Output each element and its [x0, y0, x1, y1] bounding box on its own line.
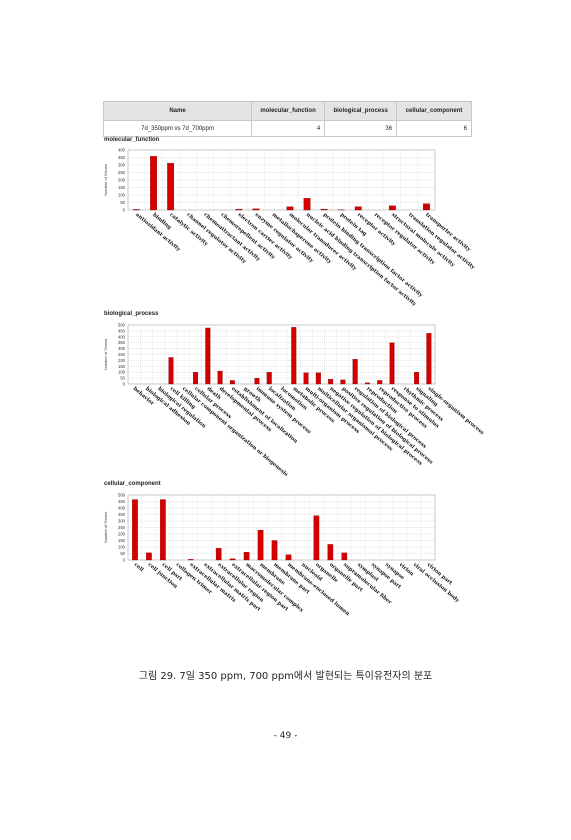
y-tick-label: 150	[118, 185, 126, 190]
bar-multi-organism-process	[303, 372, 309, 385]
header-biological-process: biological_process	[324, 101, 398, 121]
bar-binding	[150, 156, 157, 211]
y-tick-label: 100	[118, 193, 126, 198]
header-name: Name	[103, 101, 252, 121]
bar-cellular-process	[193, 372, 199, 385]
y-tick-label: 200	[118, 532, 126, 537]
x-tick-label: translation regulator activity	[407, 212, 476, 271]
header-molecular-function: molecular_function	[250, 101, 326, 121]
x-tick-label: cell	[133, 562, 145, 573]
y-tick-label: 0	[123, 382, 126, 387]
bar-antioxidant-activity	[133, 209, 140, 211]
bar-enzyme-regulator-activity	[252, 208, 260, 211]
bar-cell-junction	[146, 552, 152, 561]
bar-establishment-of-localization	[229, 380, 235, 385]
y-tick-label: 300	[118, 163, 126, 168]
y-tick-label: 450	[118, 499, 126, 504]
y-tick-label: 50	[120, 551, 125, 556]
y-tick-label: 350	[118, 155, 126, 160]
cell-biological-process: 36	[324, 120, 398, 137]
y-tick-label: 100	[118, 545, 126, 550]
bar-nucleic-acid-binding-transcription-factor-activity	[303, 198, 311, 211]
y-tick-label: 300	[118, 346, 126, 351]
y-tick-label: 350	[118, 512, 126, 517]
bar-catalytic-activity	[167, 163, 175, 211]
bar-signaling	[414, 372, 420, 385]
bar-cell	[132, 499, 138, 561]
header-cellular-component: cellular_component	[396, 101, 472, 121]
bar-extracellular-region-part	[229, 558, 236, 561]
bar-single-organism-process	[426, 333, 432, 385]
y-tick-label: 250	[118, 525, 126, 530]
y-tick-label: 50	[120, 200, 125, 205]
y-tick-label: 250	[118, 352, 126, 357]
y-tick-label: 400	[118, 506, 126, 511]
bar-multicellular-organismal-process	[315, 372, 321, 385]
y-tick-label: 300	[118, 519, 126, 524]
cell-cellular-component: 6	[396, 120, 472, 137]
chart-title-biological-process: biological_process	[104, 311, 159, 317]
cell-molecular-function: 4	[250, 120, 326, 137]
bar-molecular-transducer-activity	[286, 206, 294, 211]
chart-title-molecular-function: molecular_function	[104, 137, 160, 143]
bar-transporter-activity	[423, 203, 430, 211]
bar-reproductive-process	[377, 380, 383, 385]
y-tick-label: 500	[118, 323, 126, 328]
y-tick-label: 400	[118, 148, 126, 153]
bar-regulation-of-biological-process	[352, 359, 358, 385]
bar-electron-carrier-activity	[235, 208, 243, 211]
y-tick-label: 400	[118, 334, 126, 339]
cell-name: 7d_350ppm vs 7d_700ppm	[103, 120, 252, 137]
bar-organelle	[313, 515, 320, 561]
bar-developmental-process	[217, 370, 223, 385]
bar-cell-part	[160, 499, 166, 561]
bar-extracellular-matrix	[187, 559, 194, 561]
y-tick-label: 450	[118, 328, 126, 333]
chart-title-cellular-component: cellular_component	[104, 481, 161, 487]
y-tick-label: 200	[118, 358, 126, 363]
bar-organelle-part	[327, 544, 334, 561]
y-tick-label: 200	[118, 178, 126, 183]
bar-supramolecular-fiber	[341, 552, 348, 561]
figure-caption: 그림 29. 7일 350 ppm, 700 ppm에서 발현되는 특이유전자의…	[138, 671, 433, 682]
y-tick-label: 0	[123, 208, 126, 213]
y-tick-label: 100	[118, 370, 126, 375]
y-axis-label: Number of Genes	[103, 164, 108, 196]
y-tick-label: 150	[118, 364, 126, 369]
bar-membrane	[257, 529, 264, 561]
y-tick-label: 0	[123, 558, 126, 563]
summary-header-row: Name molecular_function biological_proce…	[103, 101, 472, 121]
bar-membrane-part	[271, 540, 278, 561]
bar-cell-killing	[168, 357, 174, 385]
bar-localization	[266, 372, 272, 385]
bar-structural-molecule-activity	[388, 205, 396, 211]
summary-data-row: 7d_350ppm vs 7d_700ppm 4 36 6	[103, 120, 472, 137]
bar-macromolecular-complex	[243, 552, 250, 561]
chart-biological-process: Number of Genes 0501001502002503003504004…	[103, 323, 485, 478]
y-tick-label: 250	[118, 170, 126, 175]
bar-response-to-stimulus	[389, 342, 395, 385]
bar-extracellular-region	[215, 548, 222, 561]
bar-reproduction	[364, 382, 370, 385]
y-tick-label: 150	[118, 538, 126, 543]
y-axis-label: Number of Genes	[103, 512, 108, 544]
chart-molecular-function: Number of Genes050100150200250300350400a…	[103, 148, 476, 309]
bar-receptor-activity	[354, 206, 362, 211]
y-axis-label: Number of Genes	[103, 339, 108, 371]
bar-protein-binding-transcription-factor-activity	[320, 208, 328, 211]
bar-negative-regulation-of-biological-process	[328, 379, 334, 385]
y-tick-label: 50	[120, 376, 125, 381]
bar-immune-system-process	[254, 377, 260, 385]
bar-membrane-enclosed-lumen	[285, 554, 292, 561]
y-tick-label: 500	[118, 493, 126, 498]
page-number: - 49 -	[273, 731, 298, 741]
bar-metabolic-process	[291, 327, 297, 385]
summary-table: Name molecular_function biological_proce…	[103, 101, 472, 137]
bar-death	[205, 327, 211, 385]
y-tick-label: 350	[118, 340, 126, 345]
bar-positive-regulation-of-biological-process	[340, 379, 346, 385]
